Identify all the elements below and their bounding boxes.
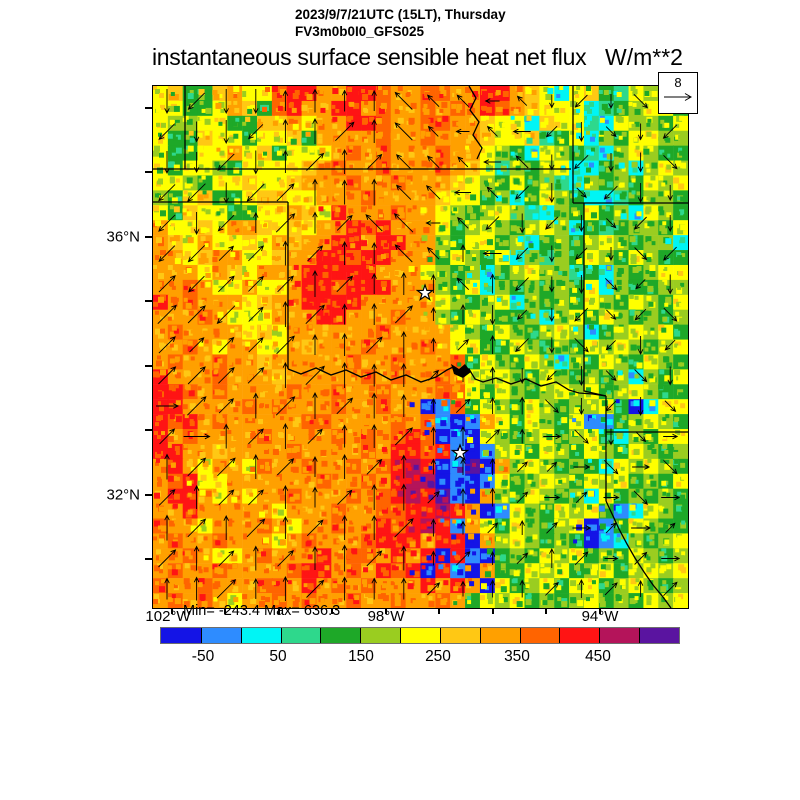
wind-reference-arrow-icon	[664, 93, 692, 101]
lat-axis-tick	[145, 494, 152, 496]
colorbar-segment	[161, 628, 201, 643]
wind-reference-value: 8	[674, 75, 682, 90]
heat-flux-heatmap	[153, 86, 688, 608]
colorbar-segment	[519, 628, 560, 643]
datetime-line: 2023/9/7/21UTC (15LT), Thursday	[295, 7, 506, 22]
map	[152, 85, 689, 609]
lat-axis-tick	[145, 236, 152, 238]
lat-axis-tick	[145, 300, 152, 302]
lon-axis-tick	[171, 608, 173, 614]
colorbar-segment	[360, 628, 401, 643]
city-star-marker	[450, 443, 470, 461]
units-label: W/m**2	[605, 44, 683, 70]
page-title: instantaneous surface sensible heat net …	[152, 44, 587, 70]
lat-label-32n: 32°N	[106, 486, 140, 504]
wind-vector-arrows	[156, 88, 681, 601]
wind-reference-box: 8	[658, 72, 698, 114]
colorbar-segment	[479, 628, 520, 643]
colorbar-segment	[200, 628, 241, 643]
lat-axis-tick	[145, 365, 152, 367]
lat-label-36n: 36°N	[106, 228, 140, 246]
colorbar-label: 450	[585, 648, 611, 665]
map-overlay-svg	[153, 86, 688, 608]
lon-axis-tick	[224, 608, 226, 614]
lon-label-102w: 102°W	[145, 608, 191, 625]
lon-axis-tick	[331, 608, 333, 614]
lon-axis-tick	[599, 608, 601, 614]
state-border-line	[583, 203, 607, 397]
colorbar	[160, 627, 680, 644]
river-line	[287, 366, 607, 397]
colorbar-segment	[599, 628, 640, 643]
city-star-marker	[415, 283, 435, 301]
colorbar-label: -50	[191, 648, 215, 665]
lon-label-98w: 98°W	[367, 608, 405, 625]
lat-axis-tick	[145, 107, 152, 109]
lat-axis-tick	[145, 558, 152, 560]
colorbar-segment	[439, 628, 480, 643]
lon-axis-tick	[492, 608, 494, 614]
lat-axis-tick	[145, 429, 152, 431]
colorbar-label: 250	[425, 648, 451, 665]
colorbar-segment	[400, 628, 440, 643]
lat-axis-tick	[145, 171, 152, 173]
lon-axis-tick	[438, 608, 440, 614]
colorbar-segment	[280, 628, 321, 643]
model-line: FV3m0b0I0_GFS025	[295, 24, 425, 39]
lon-label-94w: 94°W	[581, 608, 619, 625]
colorbar-segment	[639, 628, 679, 643]
colorbar-label: 350	[504, 648, 530, 665]
minmax-stats: Min= -243.4 Max= 636.3	[183, 603, 341, 619]
colorbar-segment	[320, 628, 361, 643]
colorbar-label: 150	[348, 648, 374, 665]
lon-axis-tick	[545, 608, 547, 614]
river-line	[468, 86, 483, 160]
lon-axis-tick	[385, 608, 387, 614]
lake-shape	[451, 364, 471, 378]
river-line	[605, 500, 672, 608]
colorbar-segment	[240, 628, 281, 643]
colorbar-segment	[559, 628, 600, 643]
lon-axis-tick	[278, 608, 280, 614]
colorbar-label: 50	[269, 648, 287, 665]
